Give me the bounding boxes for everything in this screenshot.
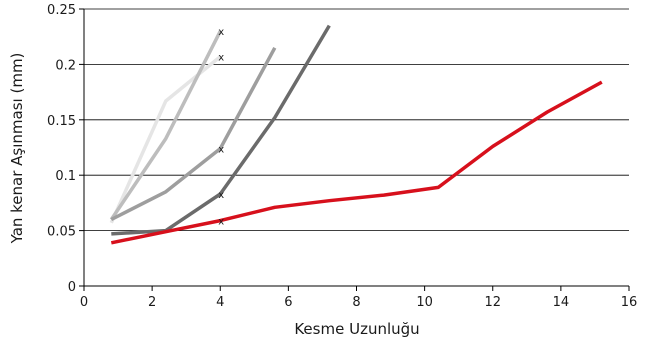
x-marker-5: x bbox=[218, 217, 224, 228]
x-marker-4: x bbox=[218, 190, 224, 201]
series-lines bbox=[109, 24, 603, 245]
x-tick-label-0: 0 bbox=[80, 295, 88, 310]
x-tick-label-1: 2 bbox=[148, 295, 156, 310]
x-tick-label-2: 4 bbox=[216, 295, 224, 310]
x-tick-label-8: 16 bbox=[621, 295, 638, 310]
y-tick-label-0: 0 bbox=[68, 280, 76, 295]
y-tick-label-4: 0.2 bbox=[55, 58, 76, 73]
x-marker-1: x bbox=[218, 27, 224, 38]
x-tick-label-6: 12 bbox=[484, 295, 501, 310]
y-tick-labels: 0 0.05 0.1 0.15 0.2 0.25 bbox=[47, 3, 76, 295]
series-line-2 bbox=[109, 30, 222, 221]
y-tick-label-2: 0.1 bbox=[55, 169, 76, 184]
y-tick-label-3: 0.15 bbox=[47, 114, 76, 129]
x-tick-label-7: 14 bbox=[553, 295, 570, 310]
x-tick-label-5: 10 bbox=[416, 295, 433, 310]
y-tick-label-5: 0.25 bbox=[47, 3, 76, 18]
x-marker-2: x bbox=[218, 53, 224, 64]
y-axis-title: Yan kenar Aşınması (mm) bbox=[8, 53, 26, 245]
x-tick-labels: 0 2 4 6 8 10 12 14 16 bbox=[80, 295, 637, 310]
series-line-1 bbox=[109, 55, 222, 224]
series-line-4 bbox=[111, 24, 331, 236]
axes bbox=[79, 8, 630, 291]
series-markers: x x x x x bbox=[218, 27, 224, 227]
y-tick-label-1: 0.05 bbox=[47, 225, 76, 240]
series-line-5 bbox=[110, 80, 603, 245]
x-axis-title: Kesme Uzunluğu bbox=[294, 320, 419, 338]
x-marker-3: x bbox=[218, 145, 224, 156]
x-tick-label-3: 6 bbox=[284, 295, 292, 310]
series-line-3 bbox=[110, 46, 277, 222]
x-tick-label-4: 8 bbox=[352, 295, 360, 310]
